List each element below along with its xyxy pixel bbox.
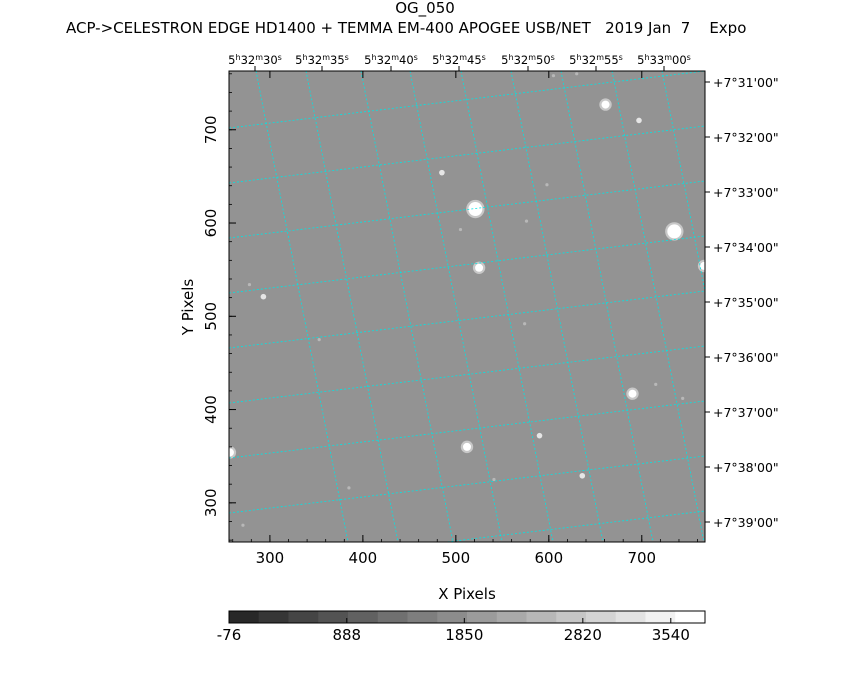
star: [636, 117, 642, 124]
dec-tick-label: +7°33'00": [713, 185, 779, 200]
star: [575, 72, 579, 76]
colorbar-segment: [615, 611, 646, 623]
sky-image: [229, 71, 705, 542]
x-tick-label: 400: [349, 549, 378, 567]
x-tick-label: 300: [256, 549, 285, 567]
colorbar-label: 3540: [652, 626, 690, 644]
colorbar-segment: [258, 611, 289, 623]
star: [545, 183, 549, 187]
colorbar-label: 888: [332, 626, 361, 644]
y-tick-label: 500: [202, 302, 220, 331]
star: [667, 224, 682, 239]
star: [475, 263, 484, 272]
dec-tick-label: +7°39'00": [713, 515, 779, 530]
star: [700, 261, 705, 270]
colorbar-label: 2820: [564, 626, 602, 644]
star: [524, 219, 529, 223]
y-axis-label: Y Pixels: [179, 279, 197, 337]
star: [463, 442, 471, 451]
star: [492, 477, 496, 482]
x-tick-label: 600: [534, 549, 563, 567]
colorbar-segment: [229, 611, 260, 623]
star: [468, 202, 483, 217]
star: [247, 282, 252, 287]
star: [241, 523, 245, 527]
dec-tick-label: +7°37'00": [713, 405, 779, 420]
y-tick-label: 300: [202, 489, 220, 518]
ra-tick-label: 5h32m55s: [569, 53, 623, 67]
axes-layer: 300 400 500 600 700 300 400 500 600 700 5h32m30s 5h…: [202, 53, 779, 567]
star: [601, 100, 610, 109]
colorbar-segment: [437, 611, 468, 623]
ra-tick-label: 5h32m35s: [295, 53, 349, 67]
y-tick-label: 600: [202, 209, 220, 238]
colorbar-segment: [526, 611, 557, 623]
star: [458, 227, 463, 232]
star: [551, 74, 556, 78]
dec-tick-label: +7°32'00": [713, 130, 779, 145]
dec-tick-label: +7°34'00": [713, 240, 779, 255]
star: [260, 293, 267, 300]
image-subtitle: ACP->CELESTRON EDGE HD1400 + TEMMA EM-40…: [66, 19, 747, 37]
colorbar-label: 1850: [445, 626, 483, 644]
colorbar-segment: [586, 611, 617, 623]
star: [628, 389, 637, 398]
stars-layer: [229, 72, 705, 527]
colorbar-frame: [228, 610, 706, 624]
x-axis-label: X Pixels: [438, 585, 496, 603]
colorbar-segment: [377, 611, 408, 623]
x-tick-label: 700: [627, 549, 656, 567]
colorbar-segment: [556, 611, 587, 623]
star: [681, 396, 685, 400]
dec-tick-label: +7°36'00": [713, 350, 779, 365]
star: [317, 338, 321, 342]
ra-tick-label: 5h32m40s: [364, 53, 418, 67]
colorbar-segment: [645, 611, 676, 623]
y-tick-label: 700: [202, 115, 220, 144]
object-title: OG_050: [395, 0, 455, 17]
dec-tick-label: +7°35'00": [713, 295, 779, 310]
colorbar-segment: [496, 611, 527, 623]
colorbar-segment: [675, 611, 706, 623]
colorbar-segment: [288, 611, 319, 623]
colorbar-segment: [467, 611, 498, 623]
star: [439, 169, 445, 176]
y-tick-label: 400: [202, 395, 220, 424]
colorbar-segment: [407, 611, 438, 623]
star: [347, 486, 351, 490]
ra-tick-label: 5h32m45s: [432, 53, 486, 67]
star: [229, 448, 234, 457]
colorbar-segment: [348, 611, 379, 623]
dec-tick-label: +7°31'00": [713, 75, 779, 90]
ra-tick-label: 5h32m50s: [501, 53, 555, 67]
colorbar: -76 888 1850 2820 3540: [217, 610, 706, 644]
ra-tick-label: 5h32m30s: [228, 53, 282, 67]
colorbar-segment: [318, 611, 349, 623]
star: [523, 322, 527, 326]
ra-tick-label: 5h33m00s: [637, 53, 691, 67]
dec-tick-label: +7°38'00": [713, 460, 779, 475]
colorbar-label: -76: [217, 626, 242, 644]
star: [654, 382, 658, 386]
star: [536, 432, 543, 439]
plot-frame: [228, 70, 706, 543]
star: [579, 472, 586, 479]
x-tick-label: 500: [442, 549, 471, 567]
